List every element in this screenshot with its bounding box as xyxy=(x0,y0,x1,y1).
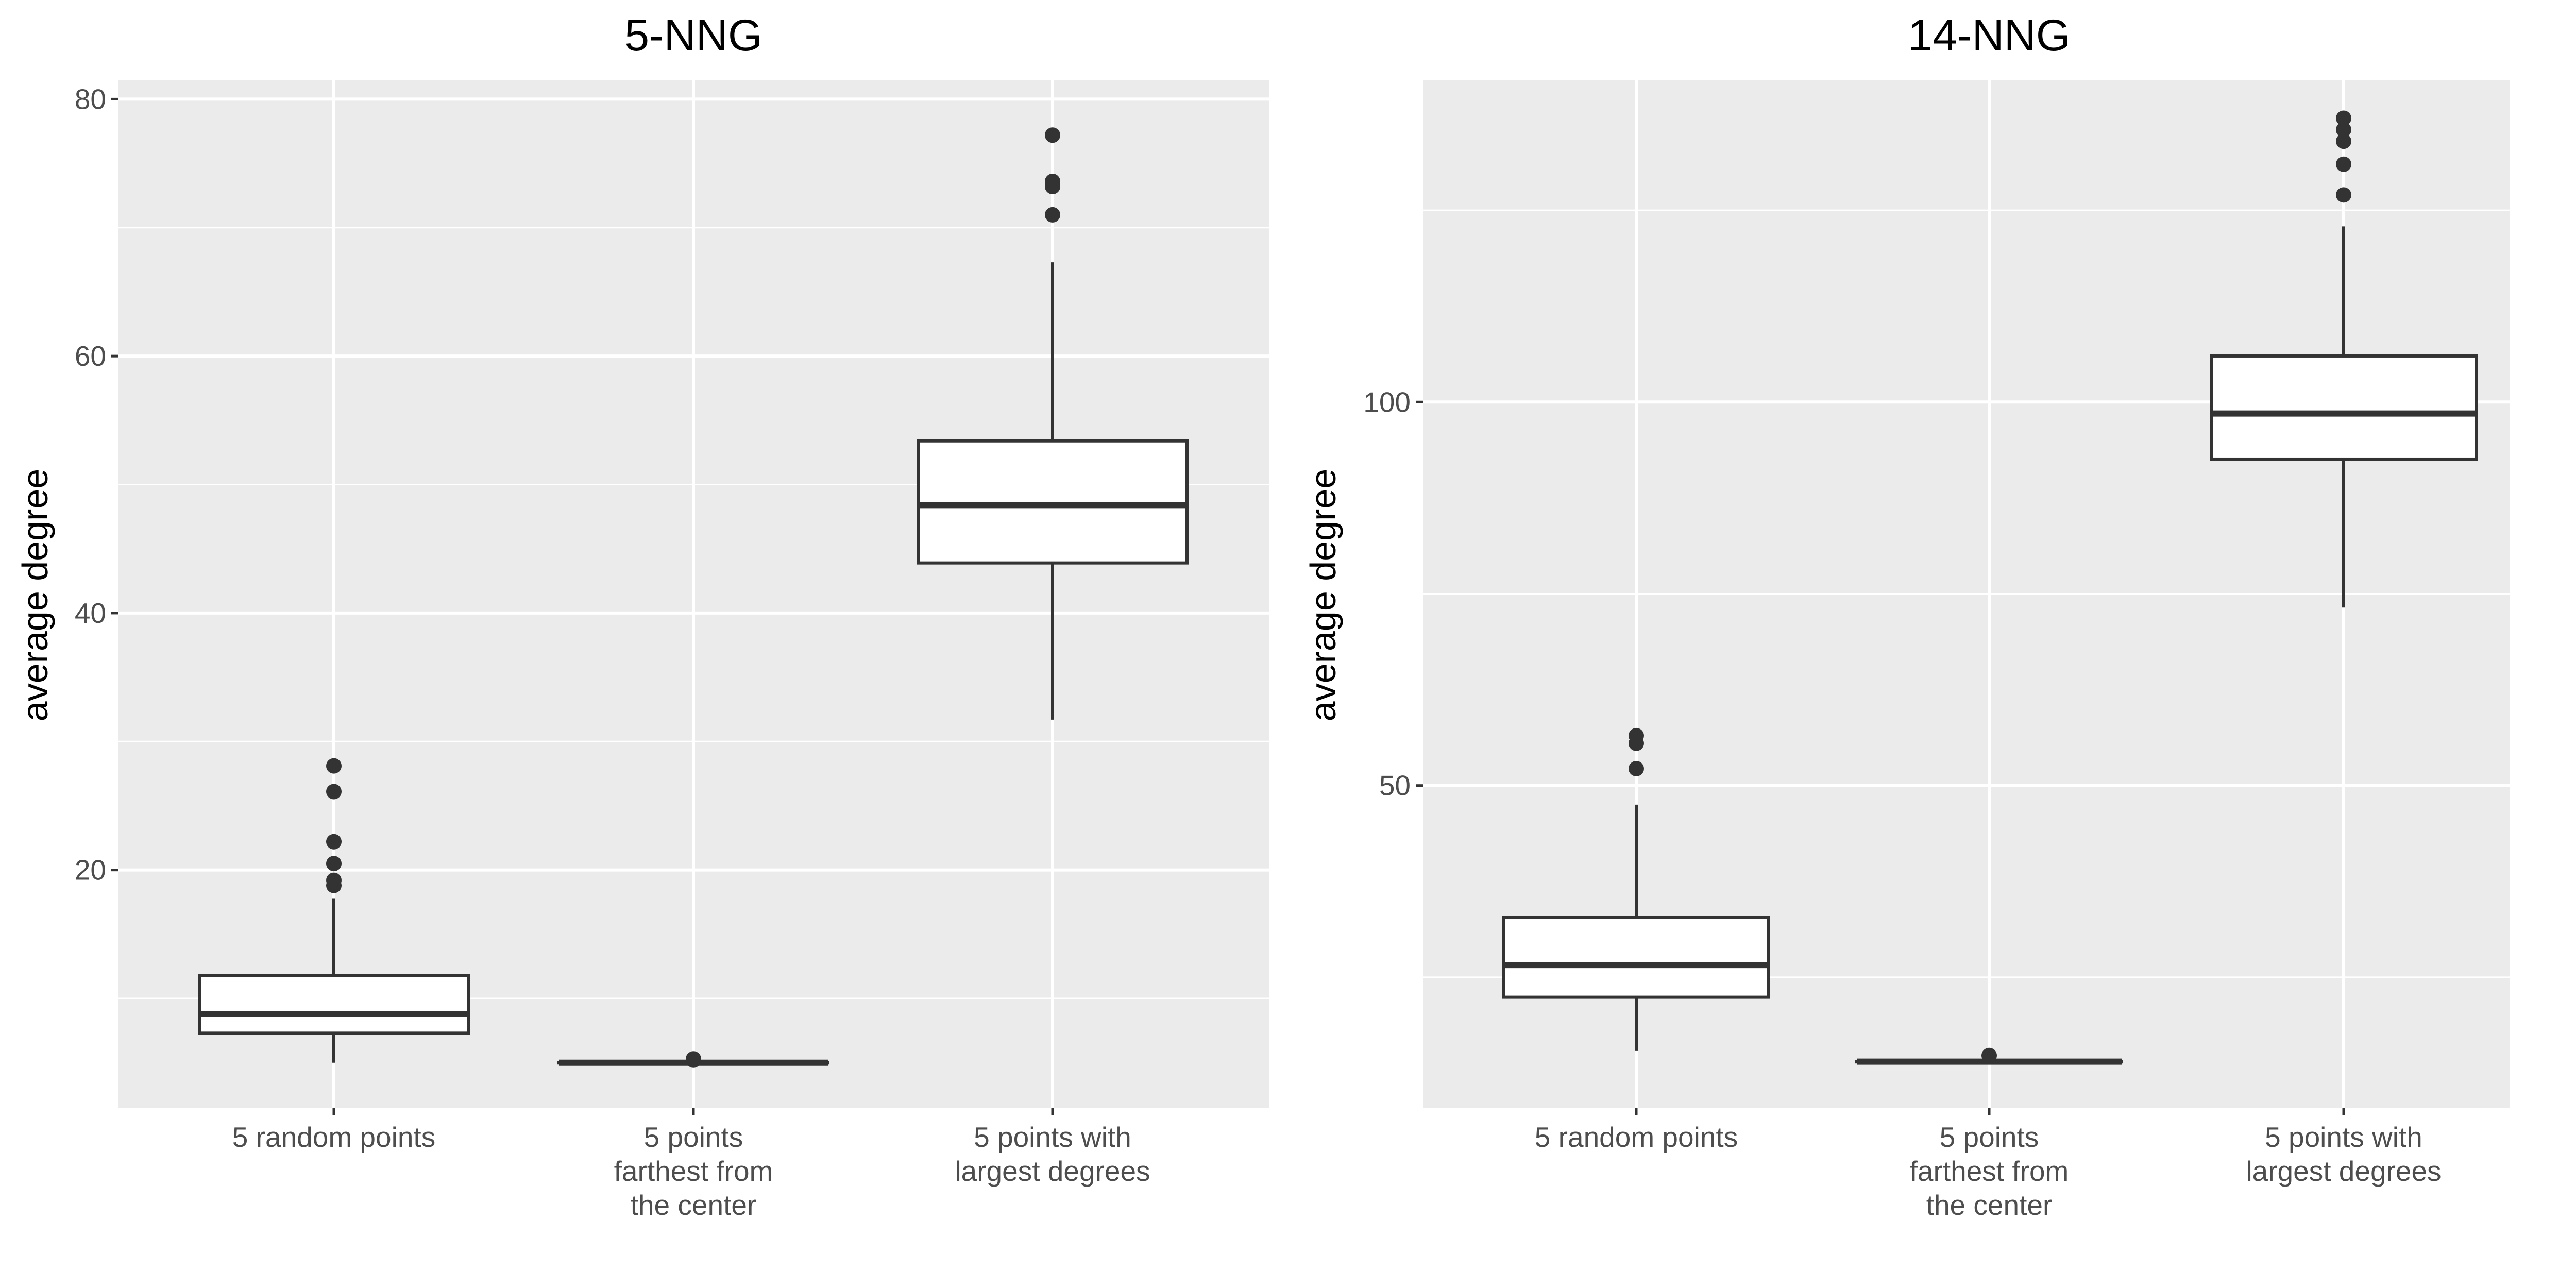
y-tick-label: 50 xyxy=(1379,770,1411,802)
x-tick-label-line: 5 points with xyxy=(974,1121,1131,1153)
y-tick-label: 60 xyxy=(75,340,106,372)
panel-title: 5-NNG xyxy=(624,11,762,60)
y-tick-label: 20 xyxy=(75,854,106,886)
panel-5nng: 5-NNG average degree 20 40 60 80 5 random p… xyxy=(15,11,1269,1221)
outlier-point xyxy=(2336,133,2351,149)
y-axis-label: average degree xyxy=(1303,469,1343,721)
x-tick-label-largest: 5 points with largest degrees xyxy=(2246,1121,2441,1187)
x-tick-label-line: farthest from xyxy=(1910,1155,2069,1187)
outlier-point xyxy=(326,758,342,774)
x-tick-label-line: 5 random points xyxy=(232,1121,435,1153)
panel-title: 14-NNG xyxy=(1908,11,2070,60)
boxes xyxy=(198,127,1189,1068)
outlier-point xyxy=(2336,156,2351,172)
box-random xyxy=(198,758,470,1063)
x-tick-label-line: 5 points with xyxy=(2265,1121,2422,1153)
y-tick-label: 40 xyxy=(75,597,106,629)
y-tick-label: 80 xyxy=(75,83,106,115)
y-tick-label: 100 xyxy=(1363,386,1411,418)
outlier-point xyxy=(326,784,342,800)
box-iqr xyxy=(198,974,470,1035)
outlier-point xyxy=(1045,207,1060,223)
box-largest xyxy=(2210,110,2478,608)
x-tick-label-line: 5 random points xyxy=(1535,1121,1738,1153)
outlier-point xyxy=(1981,1047,1997,1063)
outlier-point xyxy=(2336,187,2351,203)
y-axis-ticks: 20 40 60 80 xyxy=(75,83,118,886)
x-tick-label-largest: 5 points with largest degrees xyxy=(955,1121,1150,1187)
box-random xyxy=(1502,727,1770,1051)
outlier-point xyxy=(2336,122,2351,138)
panel-14nng: 14-NNG average degree 50 100 5 random poi… xyxy=(1303,11,2510,1221)
outlier-point xyxy=(1629,727,1644,743)
box-farthest xyxy=(1855,1047,2123,1065)
x-axis-ticks: 5 random points 5 points farthest from the … xyxy=(1535,1108,2442,1221)
x-tick-label-line: farthest from xyxy=(614,1155,773,1187)
box-farthest xyxy=(557,1051,829,1068)
x-tick-label-line: largest degrees xyxy=(955,1155,1150,1187)
outlier-point xyxy=(686,1051,701,1067)
x-tick-label-line: largest degrees xyxy=(2246,1155,2441,1187)
outlier-point xyxy=(326,872,342,888)
box-largest xyxy=(917,127,1189,720)
box-iqr xyxy=(2210,354,2478,461)
x-axis-ticks: 5 random points 5 points farthest from the … xyxy=(232,1108,1150,1221)
x-tick-label-farthest: 5 points farthest from the center xyxy=(614,1121,773,1221)
box-iqr xyxy=(917,439,1189,565)
outlier-point xyxy=(326,856,342,872)
x-tick-label-farthest: 5 points farthest from the center xyxy=(1910,1121,2069,1221)
x-tick-label-random: 5 random points xyxy=(1535,1121,1738,1153)
boxes xyxy=(1502,110,2478,1065)
y-axis-ticks: 50 100 xyxy=(1363,386,1423,802)
x-tick-label-line: the center xyxy=(1926,1189,2053,1221)
outlier-point xyxy=(1629,760,1644,776)
outlier-point xyxy=(326,834,342,850)
x-tick-label-line: 5 points xyxy=(1940,1121,2039,1153)
outlier-point xyxy=(1045,127,1060,143)
y-axis-label: average degree xyxy=(15,469,55,721)
outlier-point xyxy=(2336,110,2351,126)
box-iqr xyxy=(1502,916,1770,999)
x-tick-label-line: the center xyxy=(631,1189,757,1221)
x-tick-label-random: 5 random points xyxy=(232,1121,435,1153)
x-tick-label-line: 5 points xyxy=(644,1121,743,1153)
outlier-point xyxy=(1045,174,1060,190)
